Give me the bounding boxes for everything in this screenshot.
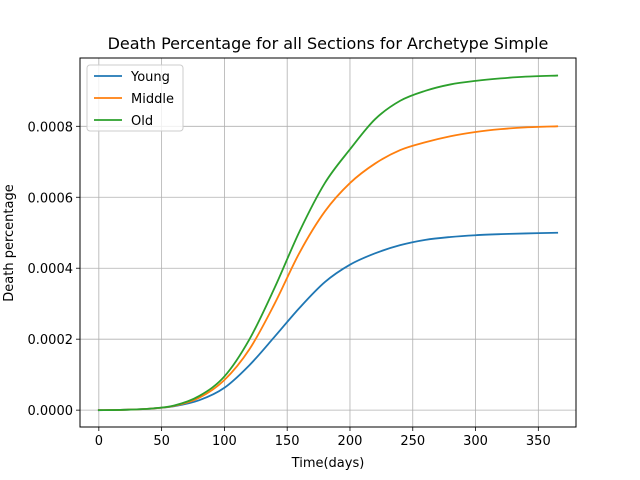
legend: Young Middle Old [86, 64, 184, 132]
y-tick-label: 0.0006 [28, 191, 74, 206]
series-lines [97, 74, 559, 412]
x-tick-label: 150 [275, 434, 300, 449]
legend-label-young: Young [130, 70, 170, 85]
y-axis-label: Death percentage [2, 184, 17, 301]
y-tick-label: 0.0000 [28, 404, 74, 419]
y-axis-ticks: 0.0000 0.0002 0.0004 0.0006 0.0008 [28, 120, 80, 419]
x-axis-ticks: 0 50 100 150 200 250 300 350 [95, 427, 551, 449]
y-tick-label: 0.0008 [28, 120, 74, 135]
chart-title: Death Percentage for all Sections for Ar… [108, 34, 549, 53]
x-axis-label: Time(days) [291, 456, 365, 471]
x-tick-label: 350 [526, 434, 551, 449]
legend-box [86, 64, 184, 132]
x-tick-label: 50 [153, 434, 170, 449]
x-tick-label: 0 [95, 434, 103, 449]
y-tick-label: 0.0002 [28, 333, 74, 348]
series-line-old [97, 74, 559, 412]
legend-label-middle: Middle [131, 92, 174, 107]
plot-frame [79, 57, 577, 428]
x-tick-label: 100 [212, 434, 237, 449]
series-line-young [97, 231, 559, 412]
x-tick-label: 300 [463, 434, 488, 449]
y-tick-label: 0.0004 [28, 262, 74, 277]
legend-label-old: Old [131, 114, 153, 129]
x-tick-label: 250 [400, 434, 425, 449]
x-tick-label: 200 [338, 434, 363, 449]
